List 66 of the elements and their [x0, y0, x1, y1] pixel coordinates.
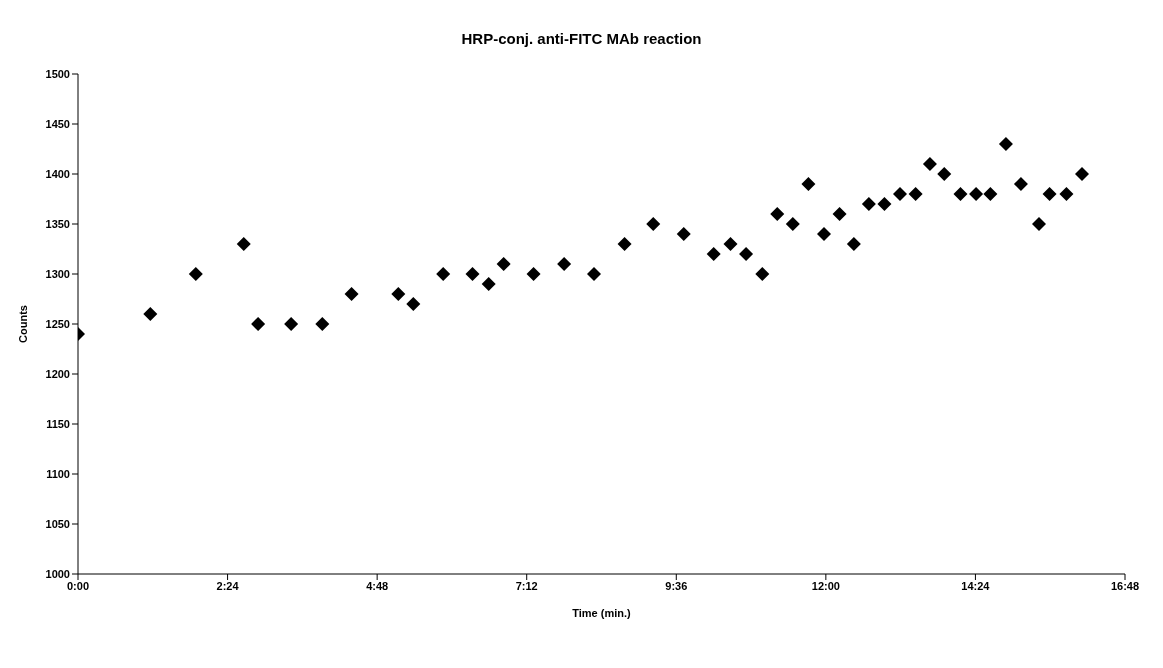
y-tick-label: 1450: [45, 117, 70, 130]
y-tick-label: 1100: [46, 467, 70, 480]
x-tick-label: 7:12: [515, 579, 538, 592]
point: [1075, 167, 1089, 181]
point: [770, 207, 785, 221]
point: [406, 297, 421, 311]
point: [251, 317, 266, 331]
point: [617, 237, 632, 251]
y-tick-label: 1050: [45, 517, 70, 530]
point: [391, 287, 406, 301]
point: [676, 227, 691, 241]
y-tick-label: 1400: [45, 167, 70, 180]
point: [284, 317, 299, 331]
point: [236, 237, 251, 251]
y-tick-label: 1000: [45, 567, 70, 580]
point: [755, 267, 770, 281]
point: [816, 227, 831, 241]
x-axis-title: Time (min.): [572, 607, 632, 619]
point: [1032, 217, 1046, 231]
point: [785, 217, 800, 231]
point: [739, 247, 754, 261]
point: [983, 187, 998, 201]
point: [801, 177, 816, 191]
point: [723, 237, 738, 251]
y-tick-label: 1250: [45, 317, 70, 330]
point: [937, 167, 952, 181]
x-tick-label: 16:48: [1110, 579, 1140, 592]
point: [1013, 177, 1028, 191]
point: [846, 237, 861, 251]
point: [143, 307, 158, 321]
point: [526, 267, 541, 281]
point: [998, 137, 1013, 151]
y-axis-title: Counts: [16, 305, 29, 343]
point: [496, 257, 511, 271]
point: [465, 267, 480, 281]
point: [706, 247, 721, 261]
point: [877, 197, 892, 211]
x-tick-label: 0:00: [66, 579, 90, 592]
y-tick-label: 1200: [45, 367, 70, 380]
point: [646, 217, 661, 231]
chart-title: HRP-conj. anti-FITC MAb reaction: [460, 30, 703, 47]
point: [436, 267, 451, 281]
point: [481, 277, 496, 291]
point: [969, 187, 984, 201]
point: [1059, 187, 1074, 201]
y-tick-label: 1150: [46, 417, 70, 430]
point: [893, 187, 908, 201]
x-tick-label: 4:48: [366, 579, 389, 592]
point: [861, 197, 876, 211]
x-tick-label: 9:36: [665, 579, 688, 592]
y-tick-label: 1350: [45, 217, 70, 230]
point: [188, 267, 203, 281]
point: [315, 317, 330, 331]
point: [922, 157, 937, 171]
y-tick-label: 1500: [45, 67, 70, 80]
point: [587, 267, 602, 281]
point: [344, 287, 359, 301]
point: [557, 257, 572, 271]
x-tick-label: 14:24: [961, 579, 991, 592]
point: [832, 207, 847, 221]
x-tick-label: 12:00: [811, 579, 840, 592]
point: [908, 187, 923, 201]
y-tick-label: 1300: [45, 267, 70, 280]
point: [1042, 187, 1057, 201]
x-tick-label: 2:24: [216, 579, 240, 592]
point: [953, 187, 968, 201]
